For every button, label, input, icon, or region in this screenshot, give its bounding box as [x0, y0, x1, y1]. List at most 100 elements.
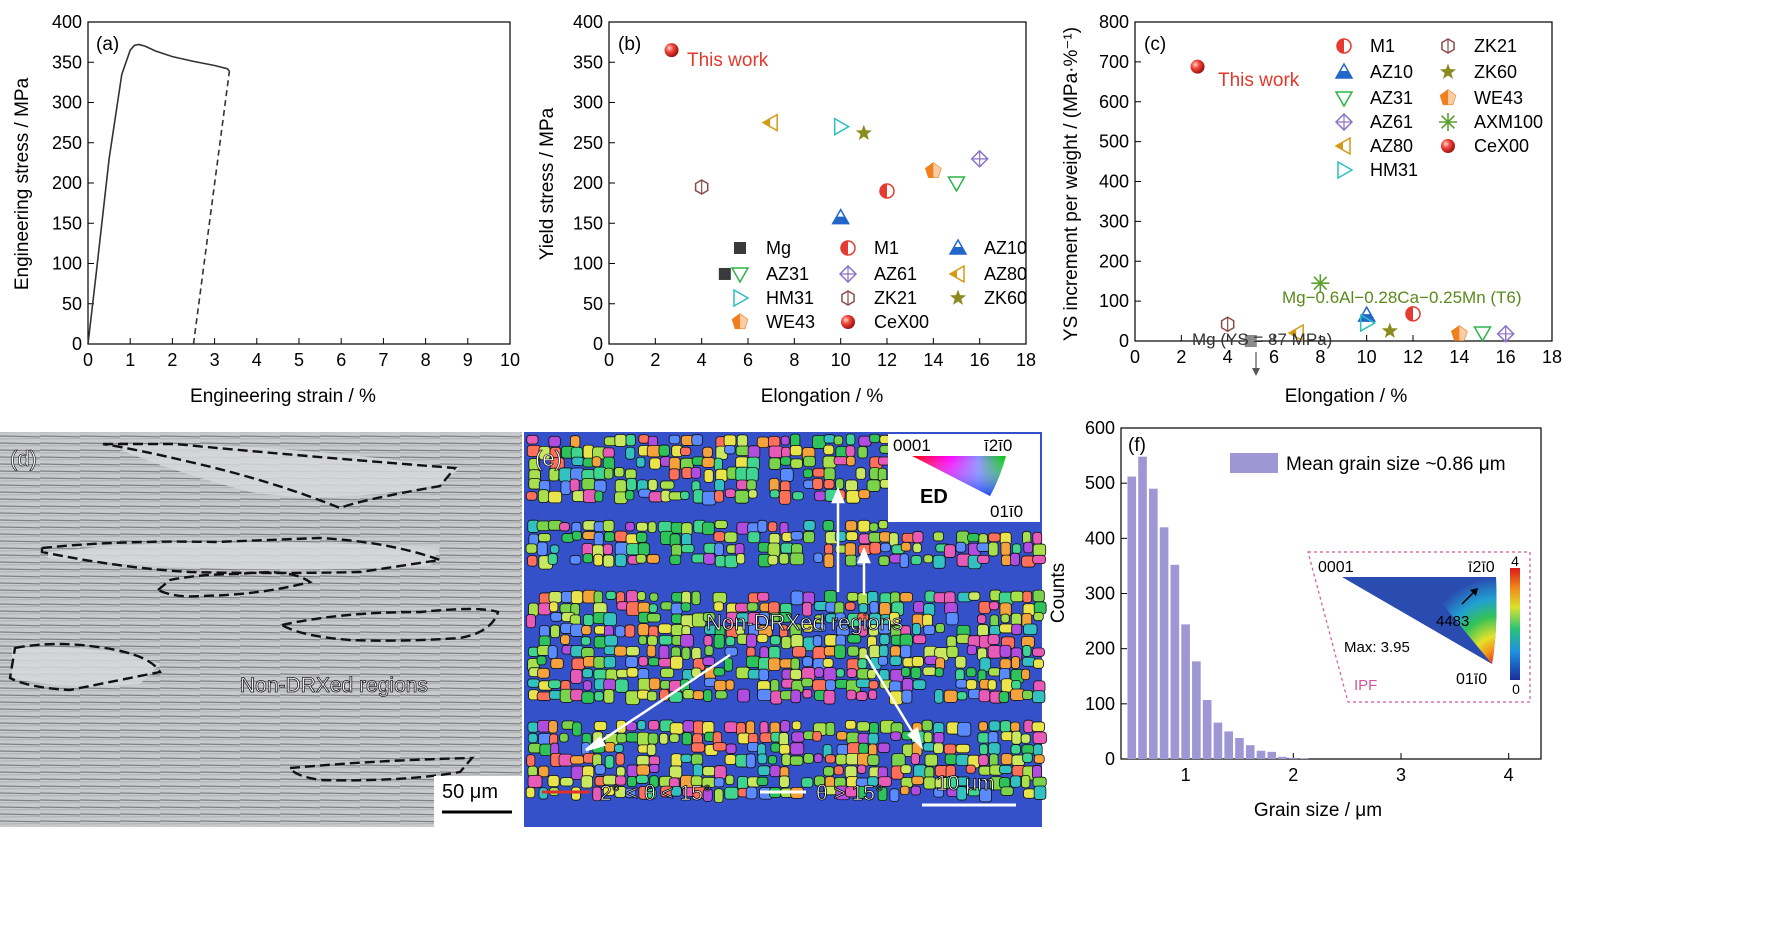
- panel-e-grain: [767, 521, 778, 533]
- panel-e-grain: [1011, 679, 1022, 690]
- panel-e-grain: [649, 763, 660, 773]
- panel-e-grain: [823, 766, 835, 777]
- panel-e-grain: [869, 722, 879, 735]
- panel-e-grain: [1032, 690, 1046, 704]
- panel-b-point-zk21: [694, 179, 709, 195]
- panel-e-grain: [748, 489, 758, 499]
- panel-f-ytick-label: 0: [1105, 749, 1115, 769]
- panel-b-legend-marker-az61: [838, 264, 858, 284]
- panel-e-grain: [625, 446, 636, 460]
- panel-e-grain: [889, 655, 902, 666]
- panel-e-arrows: [585, 486, 924, 752]
- panel-e-grain: [943, 743, 957, 755]
- panel-e-grain: [845, 445, 856, 458]
- panel-a-frame: [87, 21, 511, 345]
- panel-e-grain: [658, 657, 673, 668]
- panel-e-grain: [547, 645, 558, 659]
- panel-e-grain: [593, 590, 604, 604]
- panel-e-grain: [681, 732, 693, 746]
- panel-e-grain: [847, 634, 862, 644]
- panel-e-grain: [910, 555, 922, 566]
- panel-e-grain: [646, 690, 658, 702]
- panel-c-legend-label: AXM100: [1474, 112, 1543, 132]
- panel-e-grain: [822, 658, 834, 668]
- panel-f-bar: [1202, 699, 1212, 759]
- panel-e-grain: [1031, 721, 1045, 732]
- panel-e-grain: [525, 614, 536, 629]
- panel-e-grain: [1032, 543, 1047, 557]
- panel-e-grain: [734, 489, 750, 504]
- panel-e-grain: [701, 490, 717, 506]
- panel-e-grain: [792, 646, 807, 658]
- panel-e-grain: [835, 753, 847, 766]
- panel-e-grain: [778, 553, 790, 565]
- panel-e-grain: [636, 521, 649, 532]
- panel-e-grain: [868, 689, 878, 700]
- panel-e-grain: [647, 720, 660, 731]
- panel-e-grain: [912, 679, 927, 690]
- panel-e-grain: [857, 612, 869, 622]
- panel-e-grain: [703, 635, 713, 647]
- panel-e-grain: [790, 689, 801, 704]
- panel-c-point-m1: [1405, 306, 1421, 322]
- panel-e-grain: [603, 689, 615, 704]
- panel-e-grain: [646, 788, 657, 800]
- panel-f-label: (f): [1128, 435, 1146, 456]
- panel-b-legend-label: CeX00: [874, 312, 929, 332]
- panel-e-grain: [825, 754, 836, 764]
- panel-e-grain: [825, 679, 836, 691]
- panel-e-grain: [702, 656, 715, 666]
- panel-c-ytick-label: 400: [1099, 172, 1129, 192]
- panel-e-grain: [814, 490, 827, 502]
- panel-e-grain: [802, 601, 813, 617]
- panel-e-grain: [988, 742, 1001, 755]
- panel-b-ytick-label: 100: [573, 254, 603, 274]
- panel-e-grain: [646, 554, 660, 564]
- panel-e-grain: [988, 667, 1001, 677]
- panel-e-grain: [943, 544, 956, 558]
- panel-e-grain: [932, 554, 946, 569]
- panel-e-grain: [636, 755, 650, 767]
- panel-f-bar: [1170, 564, 1180, 759]
- panel-e-grain: [682, 720, 695, 733]
- panel-e-grain: [802, 689, 813, 699]
- panel-e-grain: [1010, 775, 1022, 788]
- panel-e-grain: [824, 543, 834, 555]
- panel-f-colorbar-max: 4: [1511, 553, 1519, 569]
- panel-e-grain: [878, 555, 890, 566]
- panel-e-grain: [660, 480, 675, 490]
- panel-e-grain: [668, 434, 681, 445]
- panel-e-grain: [767, 554, 779, 566]
- panel-e-grain: [658, 444, 670, 457]
- panel-e-grain: [594, 691, 604, 702]
- panel-c-axes: 0 2 4 6 8 10 12 14 16 18 0 100 200 300 400 500 600 700 800: [1099, 12, 1562, 367]
- panel-e-grain: [615, 678, 629, 693]
- panel-e-grain: [790, 531, 804, 541]
- panel-b-legend-marker-hm31: [733, 288, 750, 308]
- panel-e-grain: [858, 489, 871, 499]
- panel-e-grain: [910, 752, 920, 765]
- panel-e-grain: [789, 445, 803, 457]
- panel-f-legend-label: Mean grain size ~0.86 μm: [1286, 454, 1506, 475]
- panel-e-grain: [945, 611, 959, 626]
- panel-e-grain: [526, 434, 539, 445]
- panel-e-grain: [901, 689, 913, 704]
- panel-e-grain: [833, 435, 844, 446]
- panel-e-grain: [747, 531, 761, 544]
- panel-e-grain: [725, 774, 735, 786]
- panel-e-grain: [890, 645, 901, 658]
- panel-b-legend-label: WE43: [766, 312, 815, 332]
- panel-b-label: (b): [618, 34, 641, 55]
- panel-e-grain: [714, 680, 727, 692]
- panel-e-grain: [713, 633, 725, 649]
- panel-e-grain: [714, 765, 727, 780]
- panel-e-grain: [637, 731, 650, 746]
- panel-e-grain: [987, 645, 1002, 659]
- panel-e-grain: [702, 788, 713, 802]
- panel-c-mg-arrowhead: [1252, 368, 1260, 376]
- panel-b-ytick-label: 0: [593, 334, 603, 354]
- panel-c-ytick-label: 100: [1099, 291, 1129, 311]
- panel-e-grain: [647, 521, 657, 534]
- panel-e-grain: [844, 720, 857, 730]
- panel-e-grain: [714, 788, 724, 804]
